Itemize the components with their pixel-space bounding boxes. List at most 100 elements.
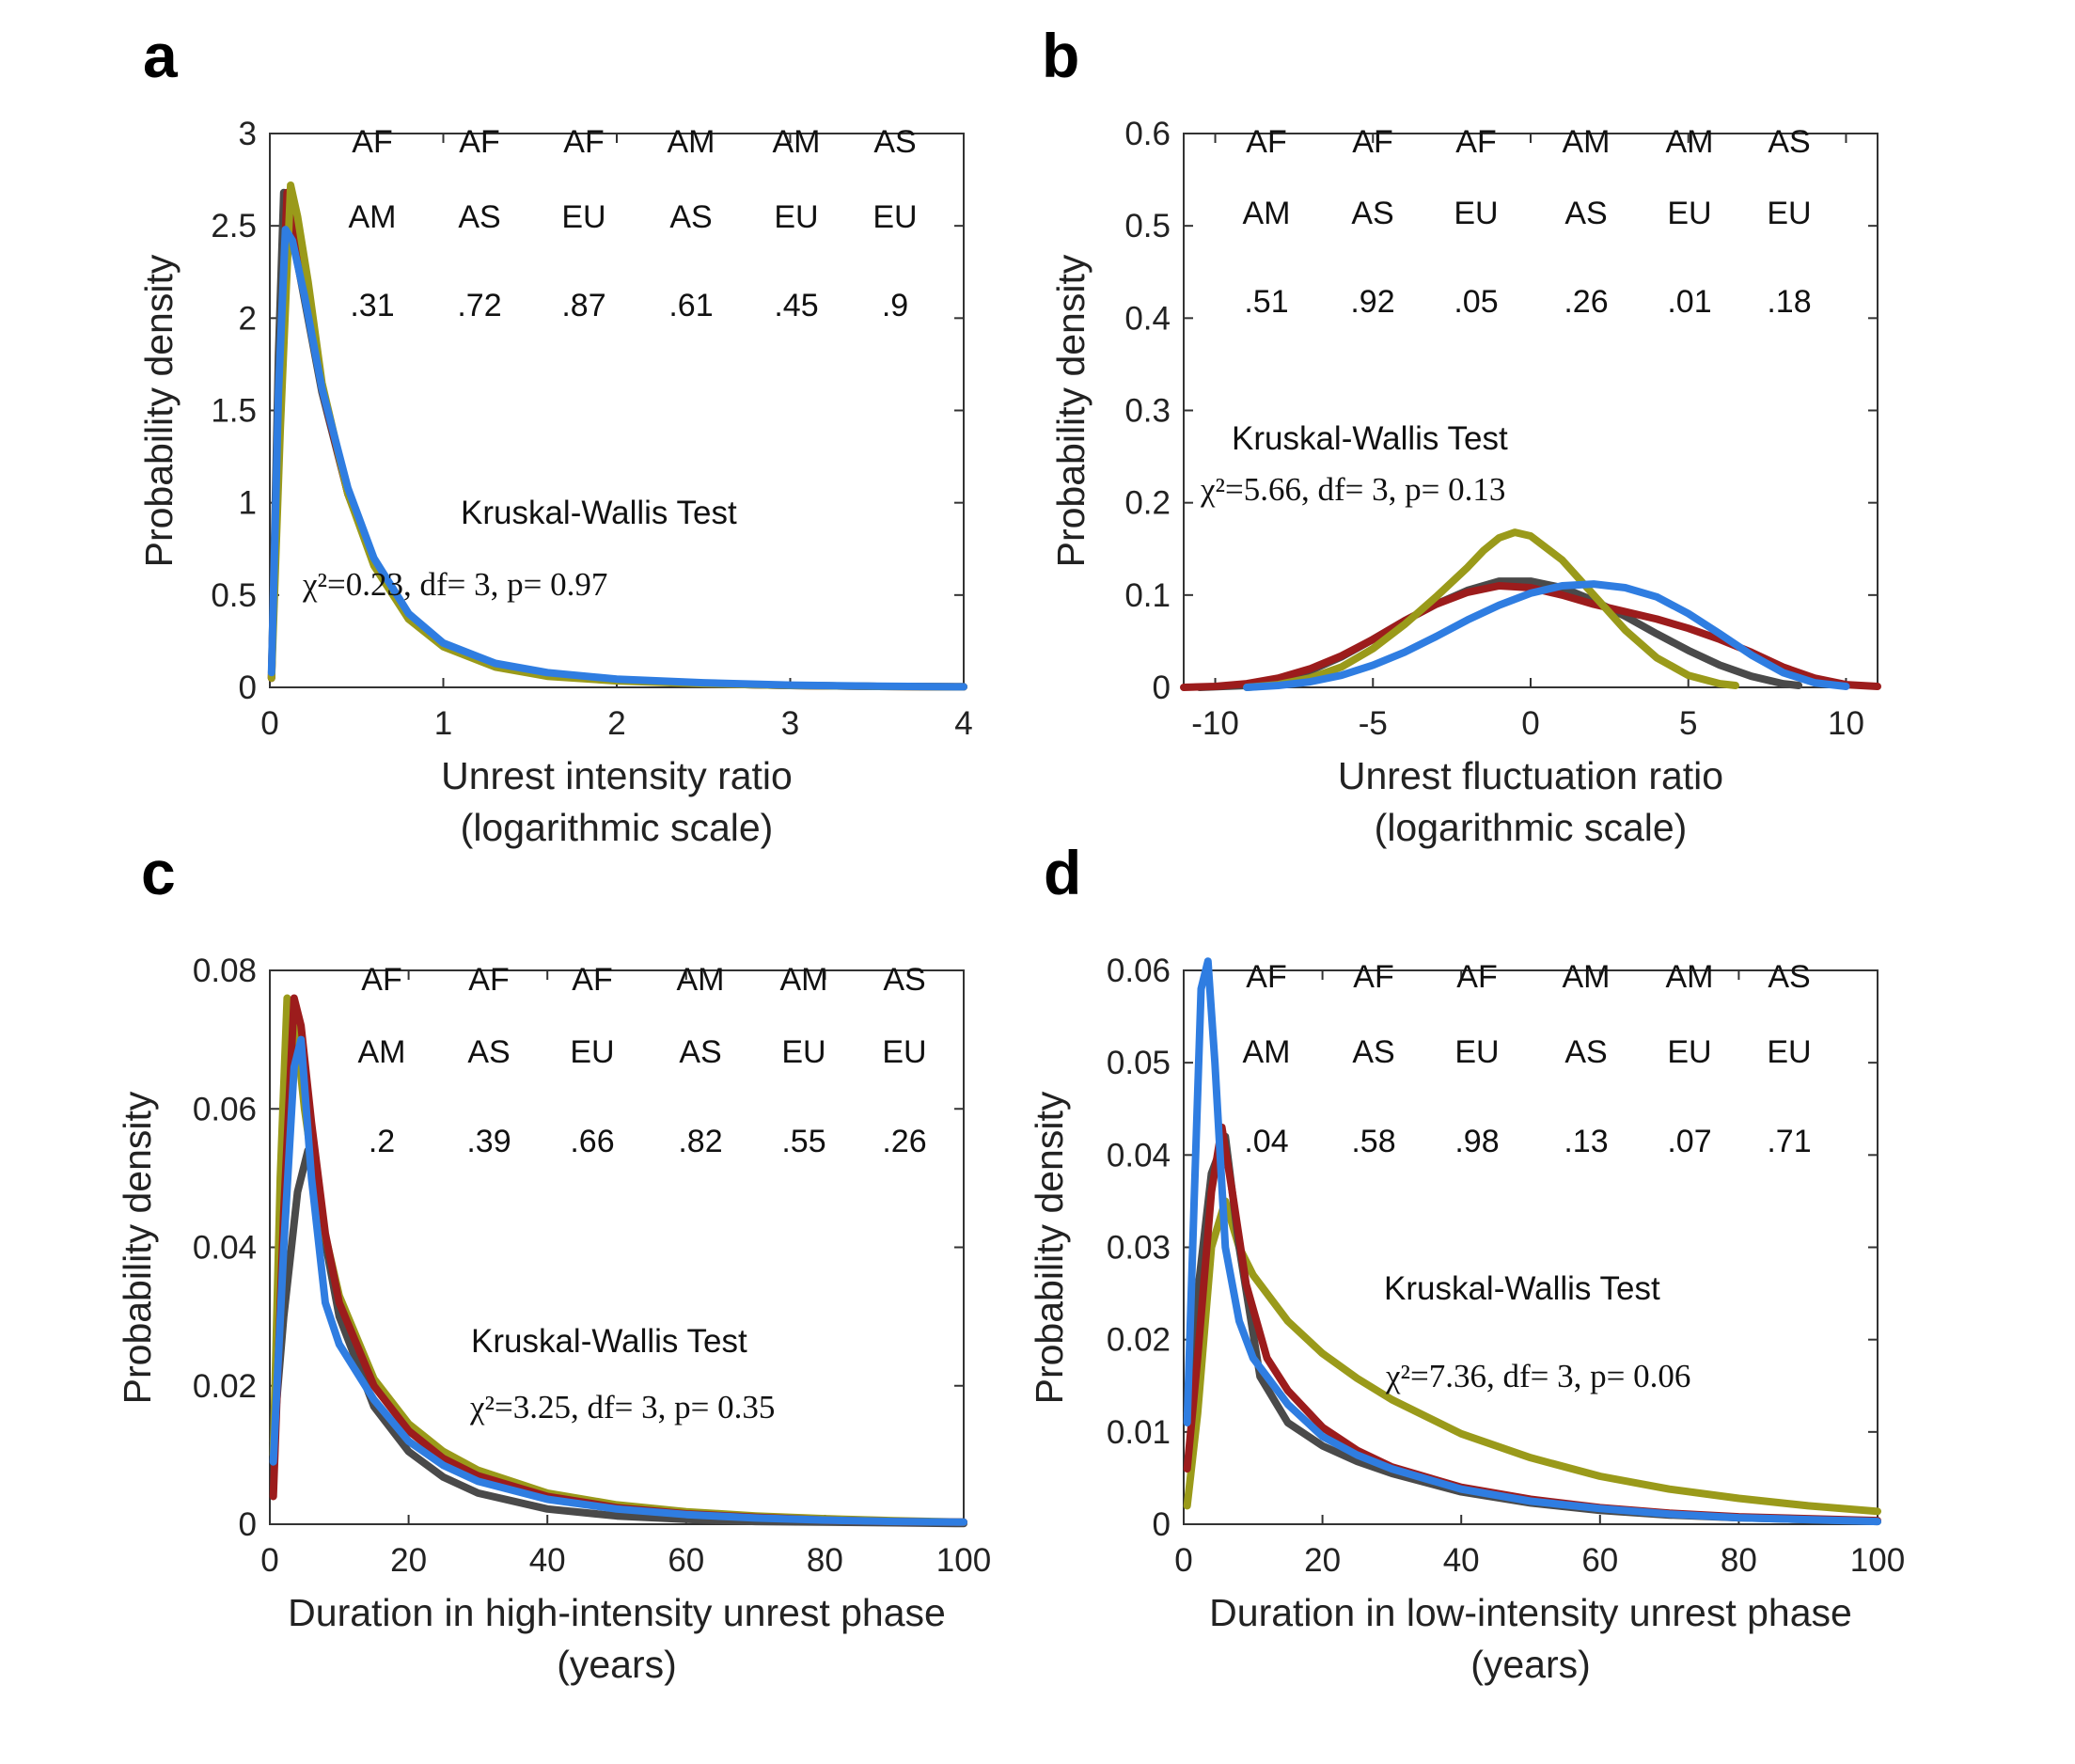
- pair-top-label: AF: [572, 962, 612, 998]
- series-line-am: [269, 994, 967, 1526]
- series-line-eu: [1183, 1197, 1881, 1516]
- pair-top-label: AM: [1563, 959, 1611, 995]
- test-title: Kruskal-Wallis Test: [461, 495, 737, 531]
- pair-p-value: .13: [1564, 1124, 1608, 1159]
- pair-p-value: .31: [350, 288, 394, 323]
- x-tick-label: 100: [936, 1542, 991, 1579]
- pair-p-value: .72: [457, 288, 501, 323]
- pair-p-value: .61: [668, 288, 713, 323]
- pair-p-value: .26: [882, 1124, 926, 1159]
- pair-bottom-label: AS: [1351, 196, 1393, 231]
- pair-top-label: AF: [459, 124, 499, 160]
- panel-c: c 0 20 40 60 80 100 0 0.02 0.04 0.06 0.08 Duration i…: [116, 838, 991, 1686]
- test-statistic: χ²=5.66, df= 3, p= 0.13: [1200, 471, 1505, 508]
- x-tick-label: 3: [781, 705, 799, 742]
- pair-top-label: AM: [1563, 124, 1611, 160]
- pair-bottom-label: EU: [882, 1034, 926, 1070]
- pair-bottom-label: EU: [1767, 196, 1811, 231]
- pair-bottom-label: AS: [679, 1034, 721, 1070]
- pair-top-label: AM: [1666, 959, 1714, 995]
- x-tick-label: 5: [1679, 705, 1697, 742]
- x-axis-label: Duration in high-intensity unrest phase: [288, 1591, 946, 1634]
- pair-bottom-label: EU: [774, 199, 818, 235]
- x-tick-label: 0: [260, 1542, 278, 1579]
- panel-b: b -10 -5 0 5 10 0 0.1 0.2 0.3 0.4 0.5 0.6 Unrest fluc…: [1042, 21, 1881, 849]
- y-tick-label: 0: [1153, 1506, 1171, 1543]
- series-line-eu: [269, 994, 967, 1526]
- y-tick-label: 0.02: [1107, 1322, 1171, 1359]
- series-line-am: [267, 188, 967, 691]
- pair-p-value: .87: [561, 288, 605, 323]
- x-tick-label: 10: [1828, 705, 1864, 742]
- y-tick-label: 0: [239, 669, 257, 706]
- y-tick-label: 0.04: [1107, 1137, 1171, 1173]
- y-axis-label: Probability density: [137, 254, 181, 567]
- x-tick-label: -10: [1191, 705, 1239, 742]
- y-tick-label: 0.5: [1124, 208, 1171, 244]
- panel-a: a 0 1 2 3 4 0 0.5 1 1.5 2 2.5 3 Unrest intensity rati…: [137, 21, 973, 849]
- pair-p-value: .92: [1350, 284, 1394, 320]
- y-tick-label: 0.05: [1107, 1045, 1171, 1081]
- series-line-am: [1180, 582, 1881, 691]
- pair-p-value: .55: [781, 1124, 825, 1159]
- pair-top-label: AS: [1768, 124, 1810, 160]
- pair-top-label: AF: [352, 124, 392, 160]
- y-tick-label: 3: [239, 116, 257, 152]
- pair-p-value: .26: [1564, 284, 1608, 320]
- pair-bottom-label: EU: [1767, 1034, 1811, 1070]
- y-tick-label: 0.01: [1107, 1414, 1171, 1451]
- x-axis-label-unit: (logarithmic scale): [461, 806, 774, 849]
- pair-bottom-label: AS: [1564, 196, 1607, 231]
- pair-top-label: AM: [780, 962, 828, 998]
- x-tick-label: 40: [529, 1542, 566, 1579]
- pair-bottom-label: AS: [467, 1034, 510, 1070]
- x-axis-label-unit: (years): [1470, 1643, 1591, 1686]
- pair-top-label: AF: [468, 962, 509, 998]
- pair-top-label: AM: [1666, 124, 1714, 160]
- pair-p-value: .01: [1667, 284, 1711, 320]
- x-tick-label: -5: [1359, 705, 1388, 742]
- x-tick-label: 1: [434, 705, 452, 742]
- pair-p-value: .45: [774, 288, 818, 323]
- panel-letter: a: [143, 21, 179, 90]
- test-statistic: χ²=3.25, df= 3, p= 0.35: [469, 1389, 775, 1425]
- pair-bottom-label: EU: [872, 199, 917, 235]
- pair-p-value: .05: [1454, 284, 1498, 320]
- pair-bottom-label: AS: [1352, 1034, 1394, 1070]
- x-axis-label: Duration in low-intensity unrest phase: [1209, 1591, 1852, 1634]
- y-axis-label: Probability density: [1049, 254, 1093, 567]
- pair-p-value: .71: [1767, 1124, 1811, 1159]
- series-line-eu: [267, 181, 967, 691]
- pair-top-label: AF: [1455, 124, 1496, 160]
- x-tick-label: 60: [1581, 1542, 1618, 1579]
- pair-p-value: .98: [1454, 1124, 1499, 1159]
- x-tick-label: 0: [260, 705, 278, 742]
- pair-p-value: .2: [369, 1124, 395, 1159]
- y-tick-label: 0.6: [1124, 116, 1171, 152]
- pair-p-value: .04: [1244, 1124, 1288, 1159]
- pair-top-label: AF: [1353, 959, 1393, 995]
- x-tick-label: 80: [807, 1542, 843, 1579]
- x-tick-label: 2: [607, 705, 625, 742]
- y-axis-label: Probability density: [116, 1091, 159, 1404]
- y-tick-label: 0.5: [211, 577, 257, 614]
- pair-bottom-label: EU: [781, 1034, 825, 1070]
- y-axis-label: Probability density: [1028, 1091, 1071, 1404]
- test-statistic: χ²=7.36, df= 3, p= 0.06: [1385, 1358, 1690, 1394]
- x-axis-label: Unrest fluctuation ratio: [1338, 754, 1723, 797]
- y-tick-label: 0.02: [193, 1368, 257, 1405]
- x-tick-label: 4: [954, 705, 972, 742]
- panel-letter: d: [1044, 838, 1081, 907]
- pair-p-value: .66: [570, 1124, 614, 1159]
- pair-p-value: .39: [466, 1124, 511, 1159]
- series-line-eu: [1243, 528, 1739, 691]
- pair-bottom-label: EU: [561, 199, 605, 235]
- pair-bottom-label: AM: [358, 1034, 406, 1070]
- pair-p-value: .07: [1667, 1124, 1711, 1159]
- pair-top-label: AF: [1246, 959, 1286, 995]
- pair-top-label: AM: [677, 962, 725, 998]
- pair-bottom-label: EU: [1667, 196, 1711, 231]
- pair-bottom-label: EU: [1454, 1034, 1499, 1070]
- pair-bottom-label: AS: [1564, 1034, 1607, 1070]
- series-line-as: [1243, 580, 1850, 691]
